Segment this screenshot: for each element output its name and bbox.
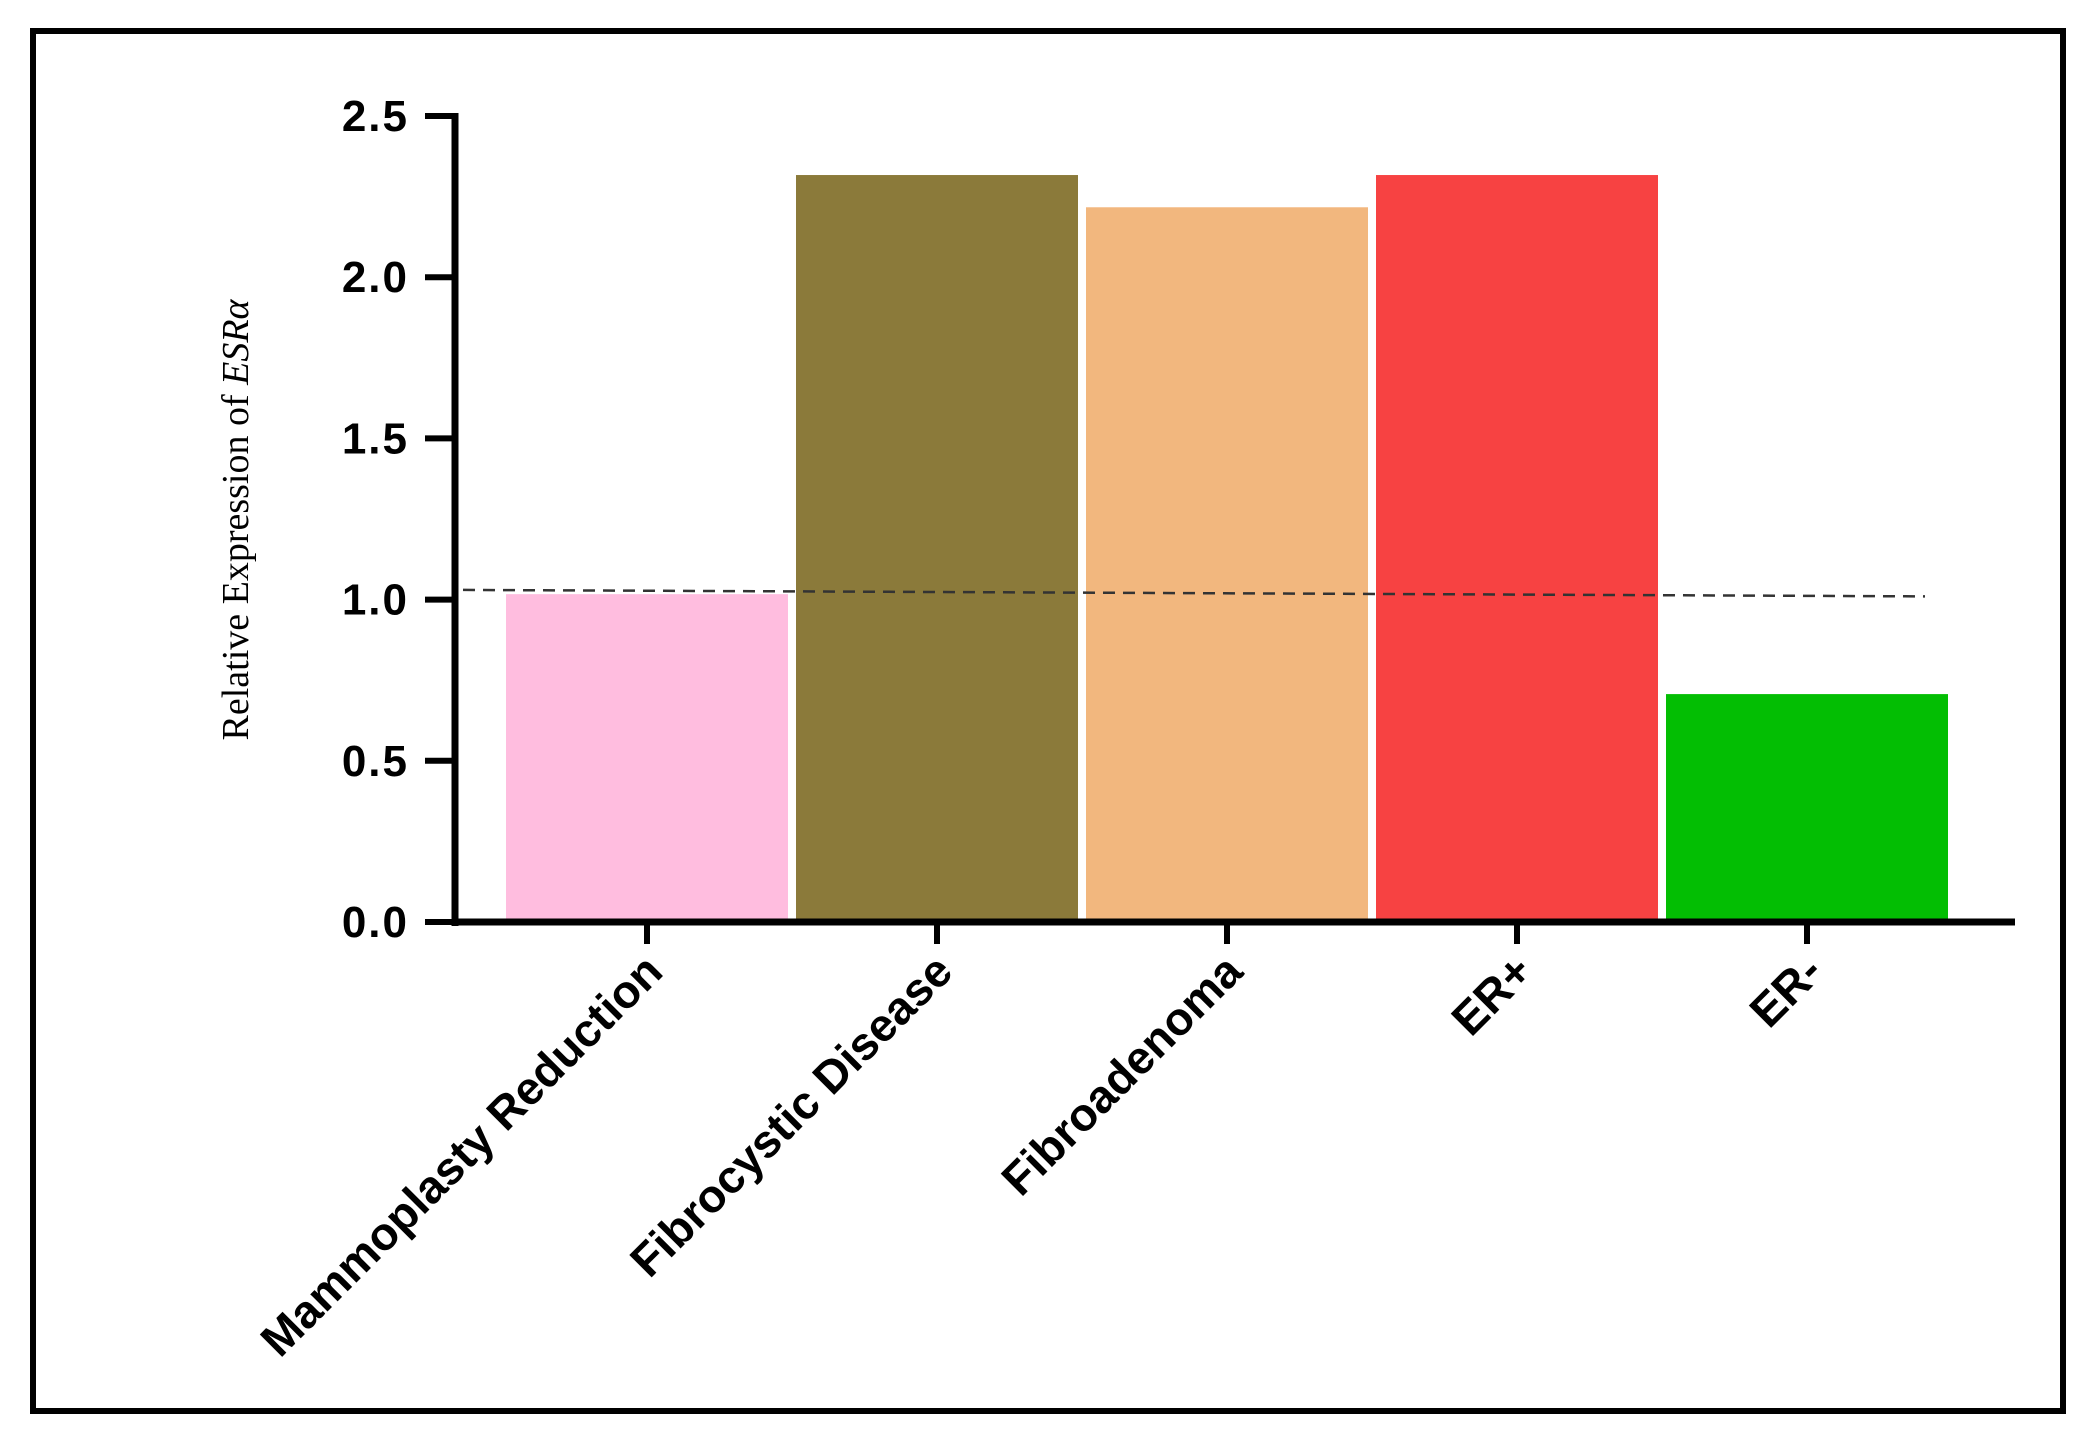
x-tick-label: ER+: [1441, 944, 1542, 1045]
x-tick-label: Fibroadenoma: [991, 944, 1252, 1205]
reference-line: [462, 588, 1926, 598]
x-tick-label: Fibrocystic Disease: [620, 944, 962, 1286]
bar-erplus: [1374, 173, 1660, 924]
y-tick-label: 1.5: [342, 414, 409, 463]
reference-line-group: [462, 588, 1926, 598]
bar-erminus: [1664, 692, 1950, 924]
x-tick-label: ER-: [1739, 944, 1832, 1037]
y-axis-title-gene: ESRα: [215, 298, 257, 385]
x-tick-label: Mammoplasty Reduction: [250, 944, 672, 1366]
y-axis-title: Relative Expression of ESRα: [215, 298, 257, 740]
y-tick-label: 1.0: [342, 576, 409, 625]
y-tick-label: 0.5: [342, 737, 409, 786]
y-tick-label: 2.0: [342, 253, 409, 302]
figure-frame: [30, 28, 2066, 1414]
bar-fibroadenoma: [1084, 205, 1370, 924]
bar-fibrocystic-disease: [794, 173, 1080, 924]
y-tick-label: 2.5: [342, 92, 409, 141]
y-tick-label: 0.0: [342, 898, 409, 947]
bar-mammoplasty-reduction: [504, 592, 790, 923]
y-axis-title-text: Relative Expression of: [215, 394, 257, 740]
bars-group: [504, 173, 1950, 924]
axes-group: [451, 113, 2015, 926]
y-ticks-group: 0.0 0.5 1.0 1.5 2.0 2.5: [342, 92, 455, 947]
